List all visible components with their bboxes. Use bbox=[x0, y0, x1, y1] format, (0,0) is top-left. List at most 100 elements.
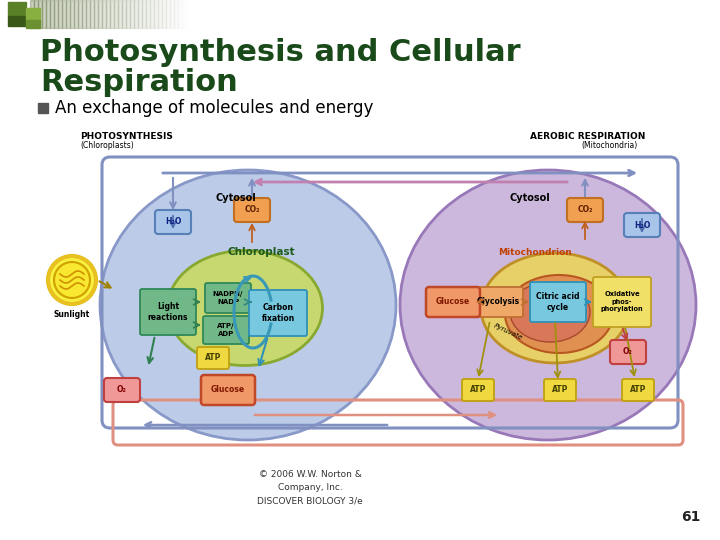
Text: (Chloroplasts): (Chloroplasts) bbox=[80, 141, 134, 150]
Bar bbox=[130, 0, 134, 28]
Text: CO₂: CO₂ bbox=[577, 206, 593, 214]
FancyBboxPatch shape bbox=[201, 375, 255, 405]
Ellipse shape bbox=[481, 253, 629, 363]
FancyBboxPatch shape bbox=[544, 379, 576, 401]
Bar bbox=[118, 0, 122, 28]
Text: H₂O: H₂O bbox=[165, 218, 181, 226]
Text: Oxidative
phos-
phorylation: Oxidative phos- phorylation bbox=[600, 292, 643, 313]
Text: Glucose: Glucose bbox=[211, 386, 245, 395]
Text: 61: 61 bbox=[680, 510, 700, 524]
Bar bbox=[74, 0, 78, 28]
Ellipse shape bbox=[505, 275, 613, 353]
Bar bbox=[102, 0, 106, 28]
Text: (Mitochondria): (Mitochondria) bbox=[582, 141, 638, 150]
FancyBboxPatch shape bbox=[203, 316, 249, 344]
Text: © 2006 W.W. Norton &
Company, Inc.
DISCOVER BIOLOGY 3/e: © 2006 W.W. Norton & Company, Inc. DISCO… bbox=[257, 470, 363, 505]
Bar bbox=[8, 16, 26, 26]
Text: O₂: O₂ bbox=[623, 348, 633, 356]
Ellipse shape bbox=[510, 282, 590, 342]
Bar bbox=[174, 0, 178, 28]
Bar bbox=[166, 0, 170, 28]
Bar bbox=[114, 0, 118, 28]
FancyBboxPatch shape bbox=[155, 210, 191, 234]
Bar bbox=[110, 0, 114, 28]
Ellipse shape bbox=[54, 262, 90, 298]
Bar bbox=[26, 8, 40, 20]
Bar bbox=[66, 0, 70, 28]
Ellipse shape bbox=[48, 256, 96, 304]
FancyBboxPatch shape bbox=[104, 378, 140, 402]
Bar bbox=[138, 0, 142, 28]
Ellipse shape bbox=[168, 251, 323, 366]
FancyBboxPatch shape bbox=[205, 283, 251, 313]
Bar bbox=[86, 0, 90, 28]
Text: Light
reactions: Light reactions bbox=[148, 302, 188, 322]
Bar bbox=[30, 0, 34, 28]
Bar bbox=[146, 0, 150, 28]
Bar bbox=[162, 0, 166, 28]
Text: An exchange of molecules and energy: An exchange of molecules and energy bbox=[55, 99, 374, 117]
Text: ATP: ATP bbox=[204, 354, 221, 362]
Bar bbox=[38, 0, 42, 28]
FancyArrowPatch shape bbox=[256, 179, 567, 185]
Bar bbox=[106, 0, 110, 28]
FancyBboxPatch shape bbox=[140, 289, 196, 335]
Text: AEROBIC RESPIRATION: AEROBIC RESPIRATION bbox=[530, 132, 645, 141]
Bar bbox=[62, 0, 66, 28]
Text: PHOTOSYNTHESIS: PHOTOSYNTHESIS bbox=[80, 132, 173, 141]
Bar bbox=[150, 0, 154, 28]
Text: Cytosol: Cytosol bbox=[510, 193, 551, 203]
Bar bbox=[142, 0, 146, 28]
FancyArrowPatch shape bbox=[163, 170, 634, 176]
Text: Chloroplast: Chloroplast bbox=[227, 247, 294, 257]
FancyBboxPatch shape bbox=[234, 198, 270, 222]
Bar bbox=[58, 0, 62, 28]
FancyBboxPatch shape bbox=[567, 198, 603, 222]
Text: Sunlight: Sunlight bbox=[54, 310, 90, 319]
Text: Pyruvate: Pyruvate bbox=[492, 322, 523, 341]
Text: ATP: ATP bbox=[552, 386, 568, 395]
Text: NADPH/
NADP: NADPH/ NADP bbox=[213, 291, 243, 305]
Bar bbox=[170, 0, 174, 28]
FancyBboxPatch shape bbox=[593, 277, 651, 327]
FancyBboxPatch shape bbox=[462, 379, 494, 401]
Text: CO₂: CO₂ bbox=[244, 206, 260, 214]
Text: O₂: O₂ bbox=[117, 386, 127, 395]
Text: ATP/
ADP: ATP/ ADP bbox=[217, 323, 235, 337]
Text: Cytosol: Cytosol bbox=[215, 193, 256, 203]
Bar bbox=[8, 2, 26, 16]
Ellipse shape bbox=[100, 170, 396, 440]
Bar bbox=[42, 0, 46, 28]
Bar bbox=[38, 103, 48, 113]
Bar bbox=[126, 0, 130, 28]
FancyBboxPatch shape bbox=[249, 290, 307, 336]
Bar bbox=[154, 0, 158, 28]
Bar bbox=[178, 0, 182, 28]
Bar bbox=[186, 0, 190, 28]
Bar bbox=[70, 0, 74, 28]
Text: Carbon
fixation: Carbon fixation bbox=[261, 303, 294, 323]
Bar bbox=[26, 20, 40, 28]
Bar bbox=[158, 0, 162, 28]
FancyBboxPatch shape bbox=[197, 347, 229, 369]
FancyBboxPatch shape bbox=[610, 340, 646, 364]
Bar bbox=[78, 0, 82, 28]
FancyBboxPatch shape bbox=[530, 282, 586, 322]
Text: Mitochondrion: Mitochondrion bbox=[498, 248, 572, 257]
Bar bbox=[82, 0, 86, 28]
FancyBboxPatch shape bbox=[473, 287, 523, 317]
Bar bbox=[34, 0, 38, 28]
Text: Respiration: Respiration bbox=[40, 68, 238, 97]
Text: ATP: ATP bbox=[470, 386, 486, 395]
Text: Citric acid
cycle: Citric acid cycle bbox=[536, 292, 580, 312]
Text: Glucose: Glucose bbox=[436, 298, 470, 307]
Bar bbox=[46, 0, 50, 28]
Text: H₂O: H₂O bbox=[634, 220, 650, 230]
Bar bbox=[122, 0, 126, 28]
Bar bbox=[54, 0, 58, 28]
Text: Photosynthesis and Cellular: Photosynthesis and Cellular bbox=[40, 38, 521, 67]
Text: ATP: ATP bbox=[630, 386, 646, 395]
Bar bbox=[182, 0, 186, 28]
FancyBboxPatch shape bbox=[622, 379, 654, 401]
Text: Glycolysis: Glycolysis bbox=[477, 298, 520, 307]
